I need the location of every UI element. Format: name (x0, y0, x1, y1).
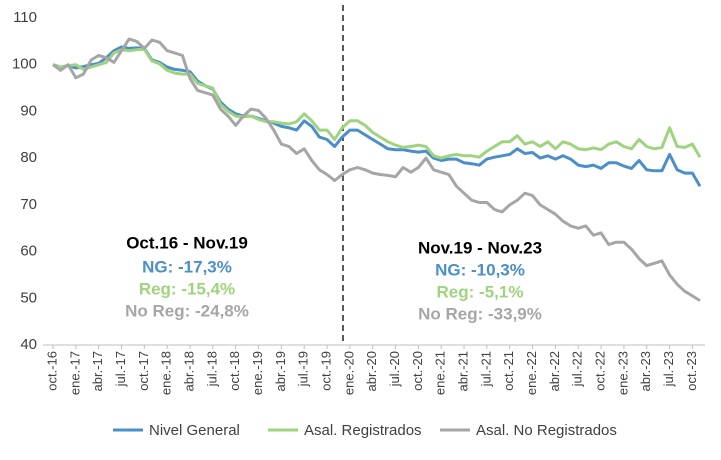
x-tick-label: oct.-23 (684, 351, 699, 391)
annotation: Reg: -15,4% (139, 279, 235, 298)
x-tick-label: jul.-21 (478, 351, 493, 387)
x-tick-label: abr.-20 (364, 351, 379, 391)
annotation: Reg: -5,1% (437, 282, 524, 301)
series-line (52, 45, 702, 187)
y-tick-label: 90 (20, 102, 37, 119)
y-tick-label: 70 (20, 196, 37, 213)
x-tick-label: jul.-19 (296, 351, 311, 387)
x-tick-label: ene.-18 (159, 351, 174, 395)
x-tick-label: oct.-20 (410, 351, 425, 391)
x-tick-label: ene.-22 (524, 351, 539, 395)
x-tick-label: ene.-20 (341, 351, 356, 395)
x-tick-label: oct.-17 (136, 351, 151, 391)
annotation: Oct.16 - Nov.19 (126, 233, 248, 252)
series-line (52, 37, 701, 302)
legend-label: Asal. Registrados (304, 422, 422, 439)
x-tick-label: ene.-23 (615, 351, 630, 395)
x-tick-label: oct.-19 (318, 351, 333, 391)
x-tick-label: ene.-21 (433, 351, 448, 395)
x-tick-label: oct.-21 (501, 351, 516, 391)
x-tick-label: ene.-17 (67, 351, 82, 395)
x-tick-label: jul.-17 (113, 351, 128, 387)
y-tick-label: 110 (13, 9, 37, 26)
annotation: NG: -10,3% (435, 260, 525, 279)
y-tick-label: 100 (12, 56, 37, 73)
annotation: NG: -17,3% (142, 257, 232, 276)
x-tick-label: abr.-22 (547, 351, 562, 391)
y-tick-label: 60 (20, 243, 37, 260)
x-tick-label: jul.-20 (387, 351, 402, 387)
series-line (52, 47, 702, 160)
y-tick-label: 40 (20, 336, 37, 353)
annotation: No Reg: -24,8% (125, 301, 249, 320)
x-tick-label: abr.-18 (181, 351, 196, 391)
y-tick-label: 80 (20, 149, 37, 166)
x-tick-label: abr.-23 (638, 351, 653, 391)
x-tick-label: ene.-19 (250, 351, 265, 395)
x-tick-label: oct.-22 (592, 351, 607, 391)
legend-label: Asal. No Registrados (476, 422, 617, 439)
legend-label: Nivel General (149, 422, 240, 439)
x-tick-label: jul.-23 (661, 351, 676, 387)
x-tick-label: oct.-18 (227, 351, 242, 391)
x-tick-label: abr.-19 (273, 351, 288, 391)
x-tick-label: jul.-18 (204, 351, 219, 387)
y-tick-label: 50 (20, 289, 37, 306)
x-tick-label: abr.-17 (90, 351, 105, 391)
x-tick-label: jul.-22 (570, 351, 585, 387)
x-tick-label: oct.-16 (44, 351, 59, 391)
annotation: No Reg: -33,9% (418, 304, 542, 323)
x-tick-label: abr.-21 (455, 351, 470, 391)
annotation: Nov.19 - Nov.23 (418, 238, 542, 257)
